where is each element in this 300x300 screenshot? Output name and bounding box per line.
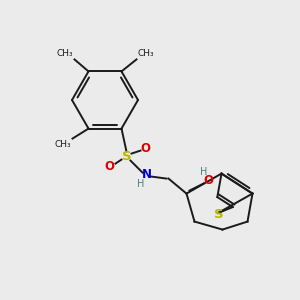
Text: H: H bbox=[200, 167, 207, 177]
Text: O: O bbox=[140, 142, 151, 155]
Text: S: S bbox=[122, 150, 131, 163]
Text: N: N bbox=[142, 168, 152, 181]
Text: S: S bbox=[214, 208, 224, 221]
Text: O: O bbox=[203, 174, 214, 187]
Text: H: H bbox=[137, 178, 144, 189]
Text: O: O bbox=[104, 160, 115, 173]
Text: CH₃: CH₃ bbox=[137, 50, 154, 58]
Text: CH₃: CH₃ bbox=[55, 140, 71, 148]
Text: CH₃: CH₃ bbox=[57, 50, 74, 58]
